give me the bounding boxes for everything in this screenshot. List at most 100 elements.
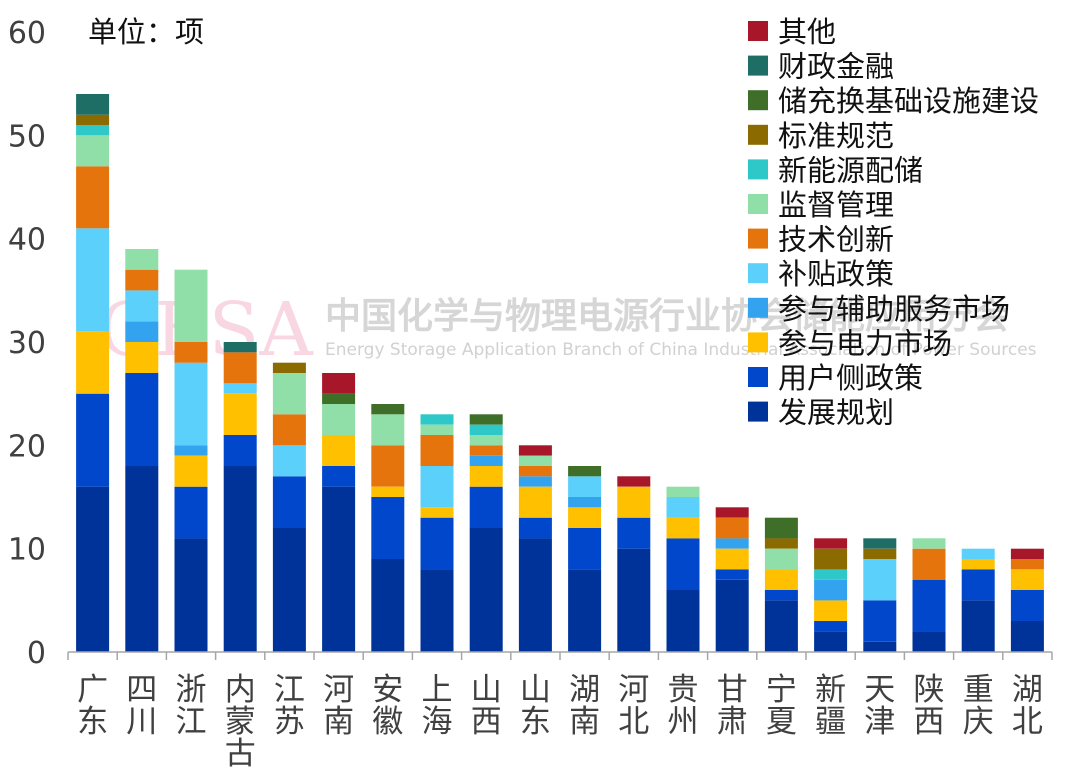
y-tick-label: 30 <box>8 326 46 361</box>
bar-segment-江苏-5 <box>272 414 306 446</box>
axes-layer: 0 10 20 30 40 50 60 广东四川浙江内蒙古江苏河南安徽上海山西山东湖南河北贵州… <box>8 16 1053 772</box>
bar-segment-山西-5 <box>469 445 503 456</box>
legend-label: 财政金融 <box>778 50 894 84</box>
bar-segment-山东-0 <box>518 538 552 652</box>
bar-segment-山西-1 <box>469 486 503 528</box>
bar-segment-上海-6 <box>420 424 454 435</box>
bar-segment-湖南-2 <box>568 507 602 528</box>
y-tick-label: 50 <box>8 119 46 154</box>
bar-segment-广东-1 <box>76 393 110 487</box>
bar-segment-湖南-3 <box>568 497 602 508</box>
legend-label: 其他 <box>778 15 836 49</box>
legend-swatch <box>748 124 768 145</box>
bar-segment-内蒙古-10 <box>223 342 257 353</box>
bar-segment-贵州-0 <box>666 590 700 652</box>
bar-segment-天津-1 <box>863 600 897 642</box>
bar-segment-山东-3 <box>518 476 552 487</box>
bar-segment-浙江-5 <box>174 342 208 363</box>
legend-label: 储充换基础设施建设 <box>778 84 1039 118</box>
legend-swatch <box>748 90 768 111</box>
bar-segment-广东-7 <box>76 125 110 136</box>
bar-segment-四川-2 <box>125 342 159 373</box>
legend-label: 参与辅助服务市场 <box>778 292 1010 326</box>
bar-segment-甘肃-0 <box>715 579 749 652</box>
bar-segment-上海-2 <box>420 507 454 518</box>
bar-segment-四川-5 <box>125 269 159 291</box>
bar-segment-江苏-4 <box>272 445 306 477</box>
bar-segment-浙江-6 <box>174 269 208 342</box>
bar-segment-新疆-0 <box>814 631 848 652</box>
bar-segment-广东-0 <box>76 486 110 652</box>
x-tick-label: 宁夏 <box>766 672 797 740</box>
bar-segment-广东-2 <box>76 331 110 394</box>
legend-label: 标准规范 <box>778 119 894 153</box>
bar-segment-安徽-9 <box>371 404 405 415</box>
legend-label: 新能源配储 <box>778 153 923 187</box>
bar-segment-湖南-0 <box>568 569 602 652</box>
y-tick-label: 20 <box>8 429 46 464</box>
x-tick-label: 山东 <box>520 672 551 740</box>
bar-segment-浙江-2 <box>174 455 208 487</box>
legend-swatch <box>748 332 768 353</box>
bar-segment-重庆-2 <box>961 559 995 570</box>
bar-segment-山东-5 <box>518 466 552 477</box>
bar-segment-上海-0 <box>420 569 454 652</box>
x-tick-label: 上海 <box>422 672 453 740</box>
bar-segment-山西-6 <box>469 435 503 446</box>
bar-segment-新疆-2 <box>814 600 848 621</box>
bar-segment-新疆-7 <box>814 569 848 580</box>
bar-segment-山东-6 <box>518 455 552 466</box>
bar-segment-安徽-2 <box>371 486 405 497</box>
bar-segment-宁夏-6 <box>764 548 798 570</box>
bar-segment-内蒙古-0 <box>223 466 257 652</box>
bar-segment-河南-1 <box>322 466 356 487</box>
bar-segment-广东-6 <box>76 135 110 167</box>
bar-segment-安徽-5 <box>371 445 405 487</box>
bar-segment-河南-2 <box>322 435 356 466</box>
legend-swatch <box>748 228 768 249</box>
bar-segment-安徽-6 <box>371 414 405 446</box>
bar-segment-湖北-2 <box>1010 569 1044 590</box>
bar-segment-河北-11 <box>617 476 651 487</box>
bar-segment-河南-6 <box>322 404 356 435</box>
bar-segment-新疆-1 <box>814 621 848 632</box>
legend-swatch <box>748 401 768 422</box>
bar-segment-贵州-4 <box>666 497 700 518</box>
legend-swatch <box>748 55 768 76</box>
bar-segment-陕西-1 <box>912 579 946 632</box>
bar-segment-甘肃-3 <box>715 538 749 549</box>
bar-segment-江苏-8 <box>272 362 306 373</box>
bar-segment-陕西-6 <box>912 538 946 549</box>
x-tick-label: 湖北 <box>1012 672 1043 740</box>
bar-segment-山西-3 <box>469 455 503 466</box>
y-tick-label: 60 <box>8 16 46 51</box>
bar-segment-山西-2 <box>469 466 503 487</box>
x-tick-label: 河南 <box>323 672 354 740</box>
bar-segment-四川-0 <box>125 466 159 652</box>
bar-segment-四川-1 <box>125 373 159 466</box>
unit-label: 单位：项 <box>88 15 204 49</box>
x-tick-label: 贵州 <box>668 672 699 740</box>
x-tick-label: 内蒙古 <box>225 672 256 772</box>
bar-segment-河南-9 <box>322 393 356 404</box>
bar-segment-宁夏-8 <box>764 538 798 549</box>
x-tick-label: 安徽 <box>372 672 403 740</box>
bar-segment-江苏-1 <box>272 476 306 528</box>
bar-segment-河北-2 <box>617 486 651 518</box>
bar-segment-湖北-1 <box>1010 590 1044 621</box>
bar-segment-内蒙古-4 <box>223 383 257 394</box>
legend-swatch <box>748 297 768 318</box>
bar-segment-新疆-11 <box>814 538 848 549</box>
legend-swatch <box>748 367 768 387</box>
bar-segment-新疆-3 <box>814 579 848 601</box>
bar-segment-天津-8 <box>863 548 897 559</box>
bar-segment-重庆-1 <box>961 569 995 601</box>
legend-swatch <box>748 21 768 41</box>
bar-segment-四川-4 <box>125 290 159 322</box>
watermark-text: 中国化学与物理电源行业协会储能应用分会 <box>325 295 1009 337</box>
bar-segment-重庆-4 <box>961 548 995 559</box>
bar-segment-四川-6 <box>125 249 159 270</box>
y-tick-label: 10 <box>8 533 46 568</box>
bar-segment-天津-10 <box>863 538 897 549</box>
bar-segment-甘肃-1 <box>715 569 749 580</box>
